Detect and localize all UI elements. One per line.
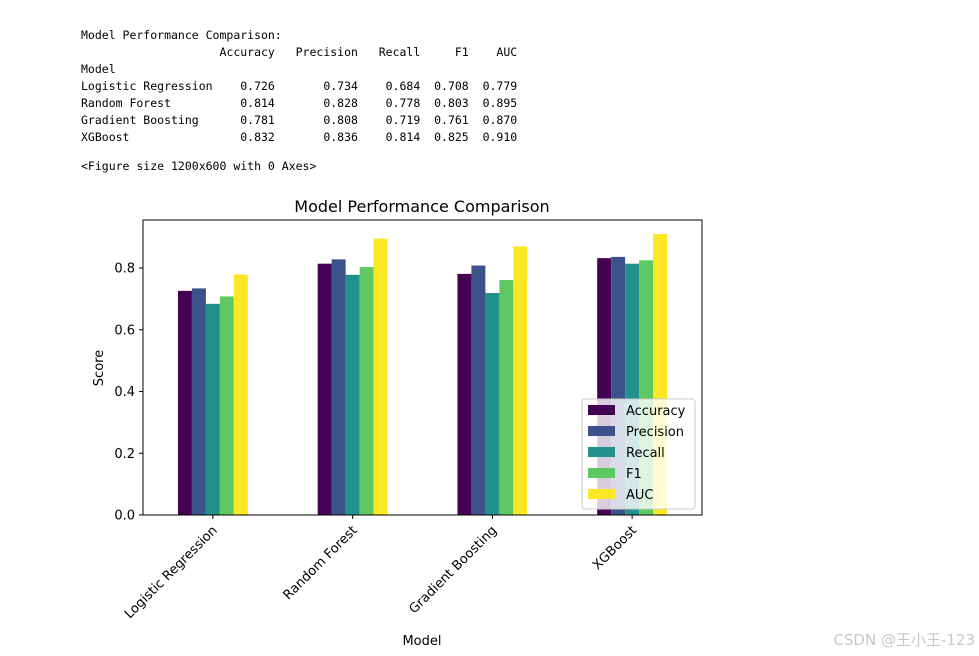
figure-size-text: <Figure size 1200x600 with 0 Axes> xyxy=(81,159,317,173)
bar-auc-0 xyxy=(233,274,248,515)
y-tick-label: 0.6 xyxy=(114,323,135,338)
y-tick-label: 0.0 xyxy=(114,509,135,524)
bar-recall-0 xyxy=(205,303,220,515)
table-row: Gradient Boosting 0.781 0.808 0.719 0.76… xyxy=(81,113,518,127)
y-axis-label: Score xyxy=(92,350,107,386)
table-row: Logistic Regression 0.726 0.734 0.684 0.… xyxy=(81,79,518,93)
bar-f1-1 xyxy=(359,267,374,515)
bar-accuracy-0 xyxy=(177,290,192,515)
bar-precision-0 xyxy=(191,288,206,515)
bar-auc-2 xyxy=(513,246,528,515)
bar-precision-1 xyxy=(331,259,346,515)
axes-frame xyxy=(142,219,703,516)
legend-label-precision: Precision xyxy=(626,425,684,440)
bar-f1-0 xyxy=(219,296,234,515)
x-axis-label: Model xyxy=(402,634,441,649)
bar-accuracy-2 xyxy=(457,273,472,515)
y-axis: 0.0 0.2 0.4 0.6 0.8 xyxy=(114,262,143,524)
x-tick-label: Logistic Regression xyxy=(122,523,221,622)
legend-swatch-recall xyxy=(588,447,615,457)
chart-title: Model Performance Comparison xyxy=(294,197,549,216)
table-header-row: Accuracy Precision Recall F1 AUC xyxy=(81,45,518,59)
x-axis: Logistic Regression Random Forest Gradient… xyxy=(122,515,640,622)
y-tick-label: 0.2 xyxy=(114,447,135,462)
bar-recall-1 xyxy=(345,274,360,515)
bar-precision-2 xyxy=(471,265,486,515)
legend-swatch-f1 xyxy=(588,468,615,478)
table-row: XGBoost 0.832 0.836 0.814 0.825 0.910 xyxy=(81,130,518,144)
console-output: Model Performance Comparison: Accuracy P… xyxy=(81,27,517,146)
x-tick-label: Random Forest xyxy=(281,523,361,603)
x-tick-label: XGBoost xyxy=(590,523,640,573)
output-heading: Model Performance Comparison: xyxy=(81,28,282,42)
table-body: Logistic Regression 0.726 0.734 0.684 0.… xyxy=(81,78,517,146)
y-tick-label: 0.8 xyxy=(114,262,135,277)
legend-label-f1: F1 xyxy=(626,467,642,482)
table-index-name: Model xyxy=(81,62,116,76)
watermark-text: CSDN @王小王-123 xyxy=(833,631,975,649)
y-tick-label: 0.4 xyxy=(114,385,135,400)
legend-swatch-accuracy xyxy=(588,405,615,415)
bar-recall-2 xyxy=(485,293,500,515)
legend-label-recall: Recall xyxy=(626,446,665,461)
legend: Accuracy Precision Recall F1 AUC xyxy=(581,398,696,510)
table-row: Random Forest 0.814 0.828 0.778 0.803 0.… xyxy=(81,96,518,110)
legend-label-auc: AUC xyxy=(626,488,654,503)
bar-f1-2 xyxy=(499,280,514,515)
bar-auc-1 xyxy=(373,238,388,515)
x-tick-label: Gradient Boosting xyxy=(407,523,501,617)
legend-label-accuracy: Accuracy xyxy=(626,404,686,419)
legend-swatch-precision xyxy=(588,426,615,436)
legend-swatch-auc xyxy=(588,489,615,499)
bar-accuracy-1 xyxy=(317,263,332,515)
